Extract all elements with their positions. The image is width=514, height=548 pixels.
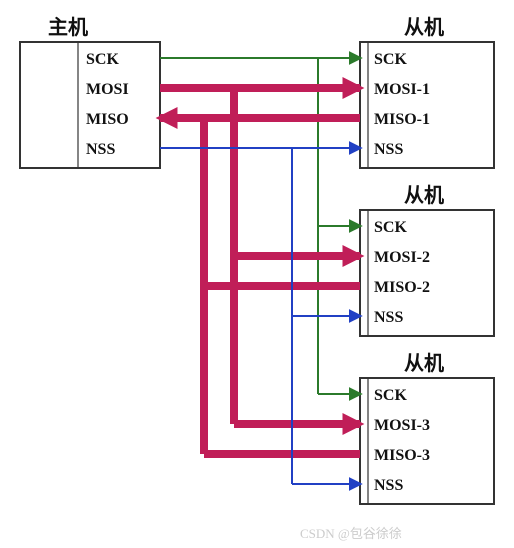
slave-title: 从机 xyxy=(404,15,444,39)
pin-label: SCK xyxy=(374,219,407,236)
pin-label: SCK xyxy=(374,387,407,404)
slave-title: 从机 xyxy=(404,183,444,207)
watermark: CSDN @包谷徐徐 xyxy=(300,526,402,541)
pin-label: NSS xyxy=(374,309,403,326)
pin-label: MISO-3 xyxy=(374,447,430,464)
pin-label: NSS xyxy=(374,477,403,494)
pin-label: SCK xyxy=(374,51,407,68)
pin-label: MOSI xyxy=(86,81,129,98)
slave-title: 从机 xyxy=(404,351,444,375)
pin-label: MOSI-2 xyxy=(374,249,430,266)
pin-label: MISO-2 xyxy=(374,279,430,296)
pin-label: MOSI-1 xyxy=(374,81,430,98)
pin-label: MISO-1 xyxy=(374,111,430,128)
pin-label: NSS xyxy=(374,141,403,158)
pin-label: NSS xyxy=(86,141,115,158)
pin-label: MOSI-3 xyxy=(374,417,430,434)
master-title: 主机 xyxy=(48,15,88,39)
pin-label: SCK xyxy=(86,51,119,68)
pin-label: MISO xyxy=(86,111,129,128)
